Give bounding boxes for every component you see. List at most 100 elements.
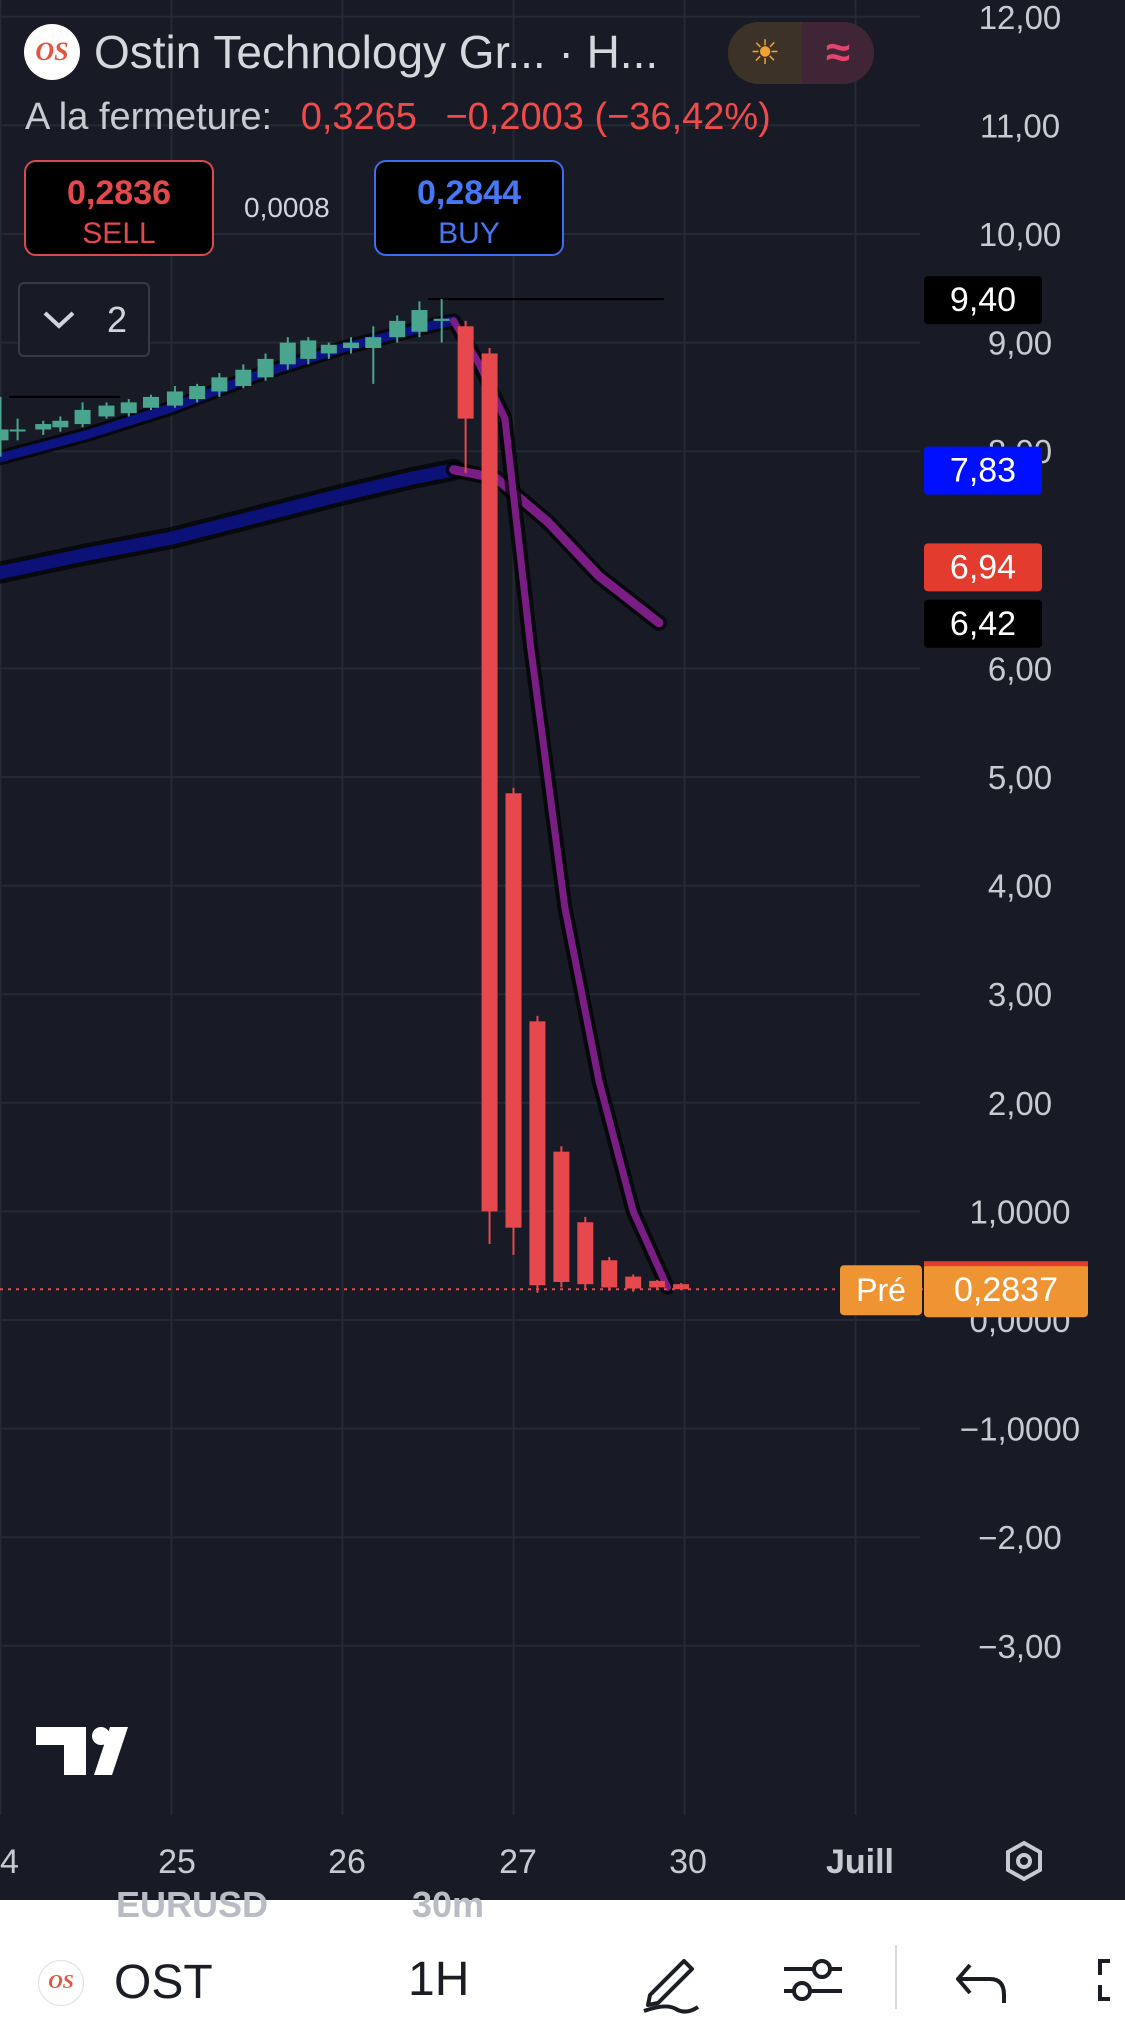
- candle-body: [9, 429, 26, 432]
- price-badge-bg: [924, 446, 1042, 495]
- candle-body: [235, 369, 252, 387]
- candle: [553, 1146, 570, 1288]
- x-tick-label: 27: [499, 1843, 537, 1881]
- candle: [235, 364, 252, 389]
- candle: [389, 315, 406, 343]
- candle-body: [98, 405, 115, 417]
- candle: [166, 386, 183, 408]
- draw-icon[interactable]: [636, 1945, 706, 2015]
- candle: [189, 383, 206, 403]
- candle: [320, 342, 337, 359]
- candle-body: [320, 344, 337, 354]
- y-tick-label: −3,00: [978, 1628, 1062, 1665]
- close-change: −0,2003 (−36,42%): [445, 96, 771, 138]
- symbol-name: OST: [114, 1956, 213, 2009]
- session-toggle[interactable]: ☀ ≈: [728, 22, 874, 84]
- ghost-interval: 30m: [412, 1884, 485, 1925]
- candle: [300, 337, 317, 365]
- symbol-selector[interactable]: OS OST: [38, 1955, 213, 2010]
- buy-button[interactable]: 0,2844 BUY: [374, 160, 564, 256]
- candle: [279, 337, 296, 370]
- candle: [74, 402, 91, 428]
- price-badge-label: 7,83: [950, 452, 1016, 490]
- y-tick-label: 3,00: [988, 976, 1052, 1013]
- indicator-count: 2: [106, 298, 128, 340]
- interval-selector[interactable]: 1H: [408, 1953, 470, 2006]
- y-tick-label: 4,00: [988, 868, 1052, 905]
- price-badge: 6,94: [924, 543, 1042, 592]
- candle: [142, 394, 159, 410]
- candle: [98, 402, 115, 419]
- price-badges: 9,40 7,83 6,94 6,42 Pré 0,2837: [840, 276, 1088, 1318]
- company-logo: OS: [24, 24, 80, 80]
- candle-body: [577, 1222, 594, 1285]
- x-tick-label: 30: [669, 1843, 707, 1881]
- candle-body: [553, 1151, 570, 1282]
- ma-fast-shadow: [0, 313, 675, 1295]
- toolbar-divider: [895, 1945, 897, 2009]
- candle: [52, 416, 69, 432]
- indicators-collapse-button[interactable]: 2: [18, 282, 150, 357]
- candle-body: [120, 402, 137, 414]
- price-badge: 6,42: [924, 599, 1042, 648]
- candle: [481, 348, 498, 1244]
- y-tick-label: 9,00: [988, 325, 1052, 362]
- candle-body: [257, 358, 274, 378]
- chart-settings-icon[interactable]: [1006, 1840, 1042, 1882]
- y-tick-label: −2,00: [978, 1519, 1062, 1556]
- x-tick-label: Juill: [826, 1843, 894, 1881]
- sell-price: 0,2836: [67, 174, 171, 212]
- sun-icon[interactable]: ☀: [728, 22, 802, 84]
- x-tick-label: 24: [0, 1843, 19, 1881]
- premarket-tag: Pré: [856, 1272, 906, 1308]
- candle-body: [649, 1280, 666, 1288]
- candle: [35, 420, 52, 435]
- symbol-header[interactable]: OS Ostin Technology Gr... · H...: [24, 22, 658, 82]
- candle-body: [300, 340, 317, 359]
- indicators-settings-icon[interactable]: [778, 1945, 848, 2015]
- candle: [601, 1257, 618, 1291]
- candle-body: [365, 337, 382, 349]
- current-price-bg: [924, 1263, 1088, 1318]
- approx-icon[interactable]: ≈: [802, 22, 874, 84]
- buy-label: BUY: [438, 217, 500, 250]
- candle: [457, 320, 474, 473]
- candle: [411, 301, 428, 338]
- candle-body: [505, 793, 522, 1228]
- symbol-title[interactable]: Ostin Technology Gr... · H...: [94, 26, 659, 78]
- price-badge: 9,40: [924, 276, 1042, 325]
- premarket-tag-bg: [840, 1265, 922, 1316]
- sell-button[interactable]: 0,2836 SELL: [24, 160, 214, 256]
- candle: [365, 326, 382, 384]
- candle-body: [411, 310, 428, 332]
- close-info: A la fermeture: 0,3265 −0,2003 (−36,42%): [25, 96, 771, 139]
- x-axis: 24 25 26 27 30 Juill: [0, 1843, 894, 1881]
- current-price-label: 0,2837: [954, 1271, 1058, 1309]
- candle: [211, 373, 228, 397]
- fullscreen-icon[interactable]: [1090, 1945, 1125, 2015]
- price-badge-bg: [924, 276, 1042, 325]
- price-badge: 7,83: [924, 446, 1042, 495]
- candle: [9, 418, 26, 441]
- candle-body: [481, 353, 498, 1212]
- close-label: A la fermeture:: [25, 96, 273, 138]
- price-chart[interactable]: 13,0012,0011,0010,009,008,006,005,004,00…: [0, 0, 1125, 1900]
- price-badge-label: 9,40: [950, 281, 1016, 319]
- ma-slow-line: [0, 463, 461, 580]
- candle-body: [74, 409, 91, 425]
- candle-body: [0, 429, 9, 441]
- y-tick-label: 2,00: [988, 1085, 1052, 1122]
- undo-icon[interactable]: [946, 1945, 1016, 2015]
- candles: [0, 299, 690, 1293]
- current-price-strip: [924, 1261, 1088, 1267]
- candle-body: [35, 424, 52, 430]
- candle-body: [343, 342, 360, 349]
- ghost-symbol: EURUSD: [116, 1884, 269, 1925]
- candle-body: [389, 320, 406, 338]
- candle-body: [625, 1276, 642, 1289]
- price-badge-label: 6,94: [950, 548, 1016, 586]
- candle: [433, 299, 450, 343]
- candle-body: [673, 1284, 690, 1290]
- candle-body: [52, 420, 69, 428]
- candle-body: [211, 377, 228, 392]
